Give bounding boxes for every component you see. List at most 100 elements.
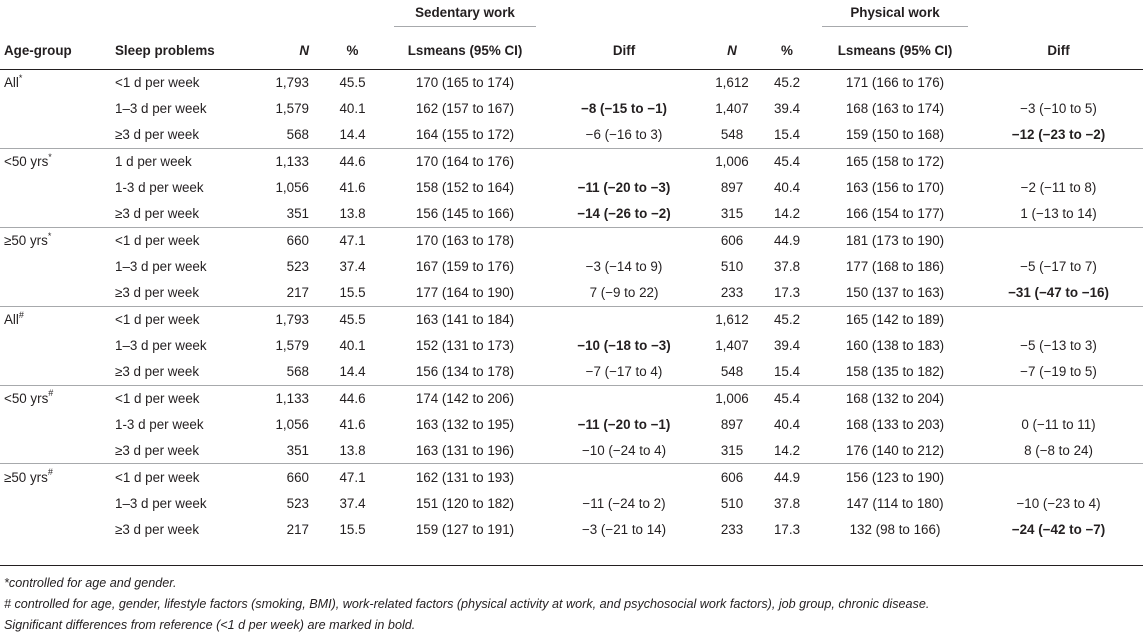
adjustment-marker: * — [48, 151, 52, 162]
cell-pct-physical: 37.8 — [758, 490, 816, 516]
cell-age-group-text: <50 yrs — [4, 390, 49, 406]
cell-lsmeans-physical-text: 158 (135 to 182) — [845, 364, 945, 380]
cell-n-sedentary-text: 523 — [286, 495, 309, 511]
cell-pct-sedentary: 40.1 — [317, 96, 388, 122]
cell-lsmeans-physical-text: 156 (123 to 190) — [845, 469, 945, 485]
cell-diff-physical: 1 (−13 to 14) — [974, 201, 1143, 227]
cell-diff-physical — [974, 70, 1143, 96]
cell-pct-sedentary: 15.5 — [317, 517, 388, 543]
table-row: <50 yrs# <1 d per week 1,133 44.6 174 (142 t… — [0, 384, 1143, 412]
cell-n-physical: 233 — [706, 280, 758, 306]
cell-sleep-problems-text: ≥3 d per week — [115, 522, 200, 538]
cell-lsmeans-sedentary: 151 (120 to 182) — [388, 490, 542, 516]
cell-lsmeans-sedentary: 159 (127 to 191) — [388, 517, 542, 543]
adjustment-marker: * — [47, 230, 52, 241]
cell-lsmeans-sedentary-text: 159 (127 to 191) — [415, 522, 515, 538]
cell-n-physical: 897 — [706, 175, 758, 201]
cell-diff-physical — [974, 147, 1143, 175]
cell-lsmeans-physical: 147 (114 to 180) — [816, 490, 974, 516]
cell-diff-physical: −5 (−13 to 3) — [974, 332, 1143, 358]
cell-sleep-problems-text: 1 d per week — [115, 154, 192, 170]
cell-age-group — [0, 201, 113, 227]
cell-diff-physical-text: 1 (−13 to 14) — [1020, 206, 1097, 222]
cell-diff-sedentary-text: −11 (−20 to −1) — [577, 417, 671, 432]
cell-pct-sedentary-text: 40.1 — [339, 338, 366, 354]
cell-n-physical-text: 233 — [720, 522, 744, 538]
cell-lsmeans-physical: 158 (135 to 182) — [816, 359, 974, 385]
cell-pct-physical-text: 40.4 — [773, 417, 801, 432]
cell-pct-sedentary-text: 37.4 — [339, 495, 366, 511]
cell-lsmeans-sedentary-text: 158 (152 to 164) — [415, 180, 515, 196]
table-row: 1–3 d per week 1,579 40.1 152 (131 to 173) −… — [0, 332, 1143, 358]
cell-pct-physical-text: 15.4 — [773, 127, 801, 143]
cell-lsmeans-sedentary: 163 (132 to 195) — [388, 411, 542, 437]
cell-sleep-problems-text: 1-3 d per week — [115, 417, 204, 432]
cell-lsmeans-physical-text: 160 (138 to 183) — [845, 338, 945, 354]
cell-lsmeans-sedentary: 162 (131 to 193) — [388, 463, 542, 491]
cell-sleep-problems: <1 d per week — [113, 305, 248, 333]
cell-pct-sedentary-text: 13.8 — [339, 443, 366, 459]
cell-n-sedentary-text: 1,793 — [275, 75, 309, 91]
cell-lsmeans-sedentary-text: 162 (131 to 193) — [415, 469, 515, 485]
cell-diff-physical: 0 (−11 to 11) — [974, 411, 1143, 437]
cell-lsmeans-sedentary: 177 (164 to 190) — [388, 280, 542, 306]
cell-n-sedentary: 660 — [248, 226, 317, 254]
cell-diff-physical: −12 (−23 to −2) — [974, 122, 1143, 148]
header-diff2: Diff — [1047, 42, 1070, 58]
cell-n-physical-text: 510 — [720, 259, 744, 275]
cell-diff-physical: −3 (−10 to 5) — [974, 96, 1143, 122]
cell-lsmeans-physical-text: 159 (150 to 168) — [845, 127, 945, 143]
cell-n-physical-text: 315 — [720, 206, 744, 222]
cell-n-sedentary: 217 — [248, 280, 317, 306]
cell-diff-physical: 8 (−8 to 24) — [974, 438, 1143, 464]
header-age-group: Age-group — [4, 42, 72, 58]
cell-lsmeans-sedentary: 170 (165 to 174) — [388, 70, 542, 96]
cell-n-sedentary-text: 568 — [286, 364, 309, 380]
cell-n-sedentary: 1,579 — [248, 96, 317, 122]
cell-n-sedentary-text: 1,133 — [275, 390, 309, 406]
cell-lsmeans-physical-text: 181 (173 to 190) — [845, 233, 945, 249]
cell-diff-sedentary-text: −14 (−26 to −2) — [577, 206, 671, 222]
cell-pct-physical: 44.9 — [758, 226, 816, 254]
cell-lsmeans-physical: 176 (140 to 212) — [816, 438, 974, 464]
cell-pct-physical-text: 17.3 — [773, 522, 801, 538]
cell-pct-sedentary: 45.5 — [317, 70, 388, 96]
cell-lsmeans-physical-text: 168 (132 to 204) — [845, 390, 945, 406]
cell-diff-sedentary: −6 (−16 to 3) — [542, 122, 706, 148]
cell-pct-sedentary: 13.8 — [317, 201, 388, 227]
cell-lsmeans-sedentary: 158 (152 to 164) — [388, 175, 542, 201]
cell-sleep-problems-text: 1-3 d per week — [115, 180, 204, 196]
cell-sleep-problems: ≥3 d per week — [113, 517, 248, 543]
cell-lsmeans-sedentary: 156 (134 to 178) — [388, 359, 542, 385]
cell-n-physical-text: 606 — [720, 469, 744, 485]
cell-n-sedentary-text: 217 — [286, 285, 309, 301]
cell-sleep-problems: 1–3 d per week — [113, 332, 248, 358]
cell-pct-sedentary-text: 41.6 — [339, 417, 366, 432]
cell-pct-physical: 39.4 — [758, 96, 816, 122]
table-row: All# <1 d per week 1,793 45.5 163 (141 to 18… — [0, 305, 1143, 333]
cell-age-group: ≥50 yrs* — [0, 226, 113, 254]
cell-n-sedentary: 568 — [248, 122, 317, 148]
cell-pct-sedentary: 44.6 — [317, 384, 388, 412]
cell-pct-physical-text: 14.2 — [773, 443, 801, 459]
cell-diff-sedentary: −7 (−17 to 4) — [542, 359, 706, 385]
cell-age-group — [0, 254, 113, 280]
cell-pct-physical: 45.2 — [758, 70, 816, 96]
cell-age-group — [0, 438, 113, 464]
adjustment-marker: # — [18, 309, 24, 320]
cell-lsmeans-physical: 165 (142 to 189) — [816, 305, 974, 333]
cell-diff-physical: −5 (−17 to 7) — [974, 254, 1143, 280]
cell-n-sedentary-text: 351 — [286, 443, 309, 459]
cell-pct-sedentary: 13.8 — [317, 438, 388, 464]
cell-n-physical: 233 — [706, 517, 758, 543]
cell-sleep-problems-text: ≥3 d per week — [115, 285, 200, 301]
cell-age-group — [0, 332, 113, 358]
cell-age-group: ≥50 yrs# — [0, 463, 113, 491]
cell-pct-physical-text: 37.8 — [773, 495, 801, 511]
cell-age-group-text: ≥50 yrs — [4, 233, 48, 249]
cell-diff-physical — [974, 384, 1143, 412]
adjustment-marker: * — [18, 72, 23, 83]
cell-lsmeans-physical-text: 177 (168 to 186) — [845, 259, 945, 275]
cell-n-physical-text: 315 — [720, 443, 744, 459]
